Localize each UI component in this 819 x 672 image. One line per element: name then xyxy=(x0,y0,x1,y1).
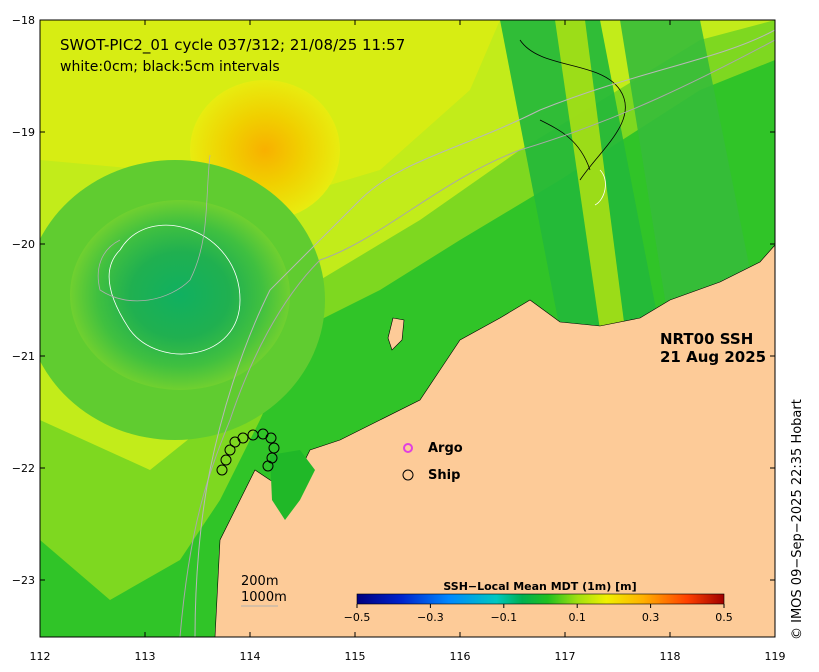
y-tick-label: −19 xyxy=(12,126,35,139)
product-date: 21 Aug 2025 xyxy=(660,348,766,366)
x-tick-label: 116 xyxy=(450,650,471,663)
x-axis xyxy=(39,20,776,637)
five-cm-contour-2 xyxy=(539,119,591,171)
y-axis xyxy=(40,19,775,581)
colorbar-tick-label: −0.5 xyxy=(344,611,371,624)
colorbar-tick-label: 0.3 xyxy=(642,611,660,624)
argo-legend-icon xyxy=(403,443,413,453)
ship-legend-label: Ship xyxy=(428,468,460,483)
colorbar-tick-label: 0.1 xyxy=(568,611,586,624)
y-tick-label: −20 xyxy=(12,238,35,251)
x-tick-label: 117 xyxy=(555,650,576,663)
colorbar-ticks xyxy=(356,604,725,608)
depth-200m-label: 200m xyxy=(241,574,278,589)
x-tick-labels: 112 113 114 115 116 117 118 119 xyxy=(30,650,786,663)
product-name: NRT00 SSH xyxy=(660,330,753,348)
colorbar-tick-label: 0.5 xyxy=(715,611,733,624)
zero-contour xyxy=(108,224,241,355)
ship-track xyxy=(216,428,280,476)
isobath-1000m xyxy=(179,39,775,637)
zero-contour-2 xyxy=(594,169,606,206)
five-cm-contour xyxy=(519,39,626,181)
imos-credit: © IMOS 09−Sep−2025 22:35 Hobart xyxy=(790,399,805,640)
depth-1000m-label: 1000m xyxy=(241,590,287,605)
swot-swath-right xyxy=(620,20,760,330)
ship-legend-icon xyxy=(402,469,414,481)
y-tick-label: −23 xyxy=(12,574,35,587)
australia-land xyxy=(214,244,775,637)
isobath-plateau xyxy=(97,154,211,302)
map-subtitle: white:0cm; black:5cm intervals xyxy=(60,59,280,75)
colorbar-title: SSH−Local Mean MDT (1m) [m] xyxy=(443,580,636,593)
x-tick-label: 119 xyxy=(765,650,786,663)
exmouth-gulf xyxy=(270,450,315,520)
barrow-island xyxy=(387,317,405,351)
y-tick-label: −22 xyxy=(12,462,35,475)
colorbar xyxy=(356,593,725,605)
y-tick-label: −18 xyxy=(12,14,35,27)
plot-frame xyxy=(39,19,776,638)
isobath-200m xyxy=(194,29,775,637)
map-field xyxy=(40,20,775,637)
y-tick-labels: −18 −19 −20 −21 −22 −23 xyxy=(12,14,35,587)
x-tick-label: 113 xyxy=(135,650,156,663)
colorbar-tick-label: −0.1 xyxy=(490,611,517,624)
x-tick-label: 112 xyxy=(30,650,51,663)
x-tick-label: 118 xyxy=(660,650,681,663)
x-tick-label: 114 xyxy=(240,650,261,663)
colorbar-tick-label: −0.3 xyxy=(417,611,444,624)
map-title: SWOT-PIC2_01 cycle 037/312; 21/08/25 11:… xyxy=(60,36,405,55)
y-tick-label: −21 xyxy=(12,350,35,363)
x-tick-label: 115 xyxy=(345,650,366,663)
argo-legend-label: Argo xyxy=(428,441,463,456)
eddy-core xyxy=(70,200,290,390)
